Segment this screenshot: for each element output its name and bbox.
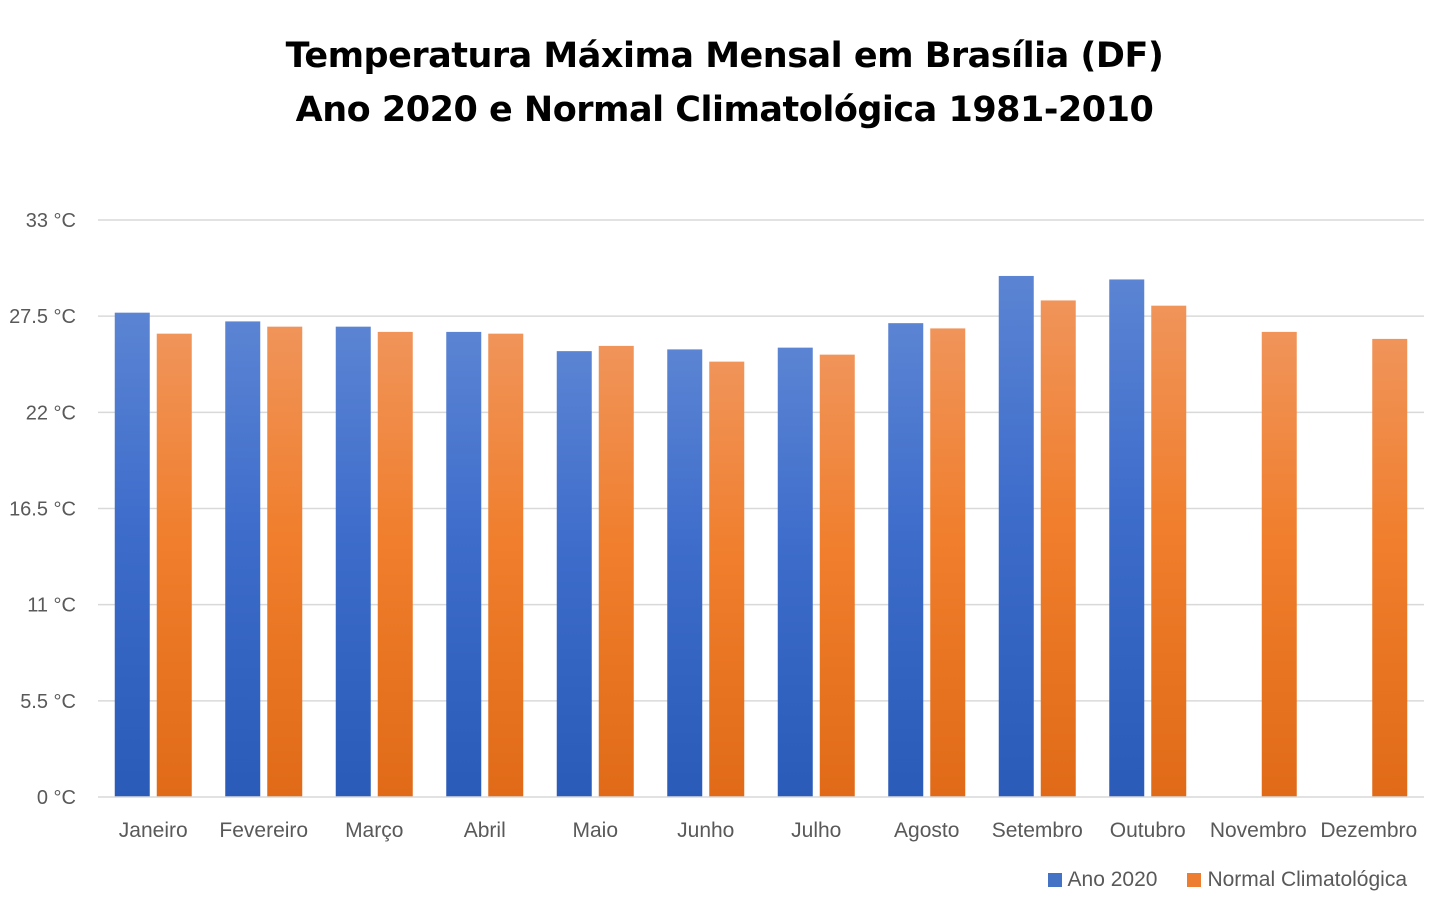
gridlines xyxy=(98,219,1424,702)
legend: Ano 2020 Normal Climatológica xyxy=(1018,868,1407,892)
bar-normal-climatologica-10 xyxy=(1261,331,1297,797)
x-category-label: Junho xyxy=(677,819,734,842)
bar-ano-2020-7 xyxy=(888,323,924,797)
y-tick-label: 33 °C xyxy=(26,210,76,232)
legend-label-normal-climatologica: Normal Climatológica xyxy=(1207,868,1407,891)
legend-label-ano-2020: Ano 2020 xyxy=(1067,868,1158,891)
y-axis-ticks: 0 °C 5.5 °C 11 °C 16.5 °C 22 °C 27.5 °C 33 °C xyxy=(9,210,76,809)
bar-ano-2020-5 xyxy=(667,349,703,797)
x-category-label: Julho xyxy=(791,819,841,842)
x-category-label: Fevereiro xyxy=(219,819,308,842)
y-tick-label: 22 °C xyxy=(26,402,76,424)
legend-swatch-normal-climatologica xyxy=(1187,873,1202,887)
x-category-label: Agosto xyxy=(894,819,959,842)
bar-normal-climatologica-8 xyxy=(1040,300,1076,797)
bar-normal-climatologica-6 xyxy=(819,354,855,797)
y-tick-label: 0 °C xyxy=(37,787,76,809)
bar-ano-2020-8 xyxy=(998,275,1034,797)
x-category-label: Janeiro xyxy=(119,819,188,842)
bar-normal-climatologica-3 xyxy=(488,333,524,797)
bar-normal-climatologica-5 xyxy=(709,361,745,797)
bar-ano-2020-9 xyxy=(1109,279,1145,797)
x-category-label: Dezembro xyxy=(1320,819,1417,842)
x-category-label: Abril xyxy=(464,819,506,842)
x-category-label: Outubro xyxy=(1110,819,1186,842)
x-category-label: Maio xyxy=(572,819,618,842)
bar-normal-climatologica-2 xyxy=(377,331,413,797)
y-tick-label: 16.5 °C xyxy=(9,499,76,521)
bar-normal-climatologica-7 xyxy=(930,328,966,797)
bar-normal-climatologica-9 xyxy=(1151,305,1187,797)
bars xyxy=(114,275,1408,797)
bar-normal-climatologica-1 xyxy=(267,326,303,797)
x-category-label: Março xyxy=(345,819,403,842)
legend-item-normal-climatologica: Normal Climatológica xyxy=(1187,868,1407,892)
y-tick-label: 11 °C xyxy=(27,595,76,617)
bar-ano-2020-0 xyxy=(114,312,150,797)
y-tick-label: 27.5 °C xyxy=(9,306,76,328)
bar-ano-2020-3 xyxy=(446,331,482,797)
bar-normal-climatologica-4 xyxy=(598,345,634,797)
legend-swatch-ano-2020 xyxy=(1047,873,1062,887)
chart-subtitle: Ano 2020 e Normal Climatológica 1981-201… xyxy=(295,90,1154,130)
x-category-label: Novembro xyxy=(1210,819,1307,842)
bar-ano-2020-4 xyxy=(556,351,592,797)
bar-normal-climatologica-0 xyxy=(156,333,192,797)
legend-item-ano-2020: Ano 2020 xyxy=(1047,868,1158,892)
bar-ano-2020-1 xyxy=(225,321,261,797)
y-tick-label: 5.5 °C xyxy=(20,691,76,713)
x-category-label: Setembro xyxy=(992,819,1083,842)
bar-ano-2020-2 xyxy=(335,326,371,797)
chart-title: Temperatura Máxima Mensal em Brasília (D… xyxy=(285,36,1164,76)
x-axis-categories: Janeiro Fevereiro Março Abril Maio Junho Julho… xyxy=(119,819,1417,842)
bar-ano-2020-6 xyxy=(777,347,813,797)
bar-normal-climatologica-11 xyxy=(1372,338,1408,797)
